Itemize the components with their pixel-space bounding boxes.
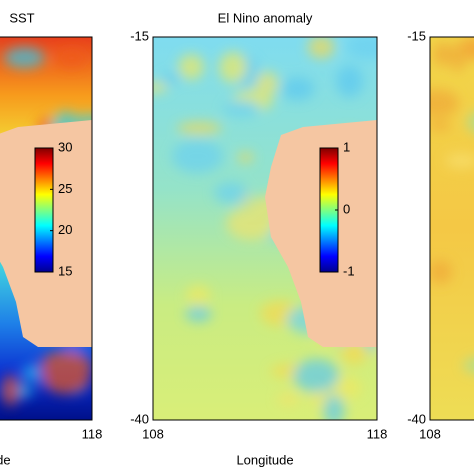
map-field <box>0 37 92 420</box>
texture-blob <box>185 306 212 322</box>
colorbar-tick-label: 15 <box>58 263 72 278</box>
texture-blob <box>280 77 315 101</box>
texture-blob <box>178 54 205 80</box>
x-axis-label: Longitude <box>236 452 293 467</box>
x-axis-label: Longitude <box>0 452 11 467</box>
texture-blob <box>467 112 474 133</box>
texture-blob <box>222 101 261 117</box>
texture-blob <box>445 153 474 169</box>
texture-blob <box>430 89 460 118</box>
texture-blob <box>57 48 87 68</box>
texture-blob <box>22 364 41 382</box>
colorbar-tick-label: 25 <box>58 181 72 196</box>
y-tick-label: -15 <box>130 28 149 43</box>
colorbar-tick-label: 20 <box>58 222 72 237</box>
texture-blob <box>323 394 345 420</box>
texture-blob <box>463 357 474 373</box>
texture-blob <box>171 139 224 174</box>
texture-blob <box>293 358 340 393</box>
texture-blob <box>153 82 169 93</box>
texture-blob <box>346 37 377 59</box>
texture-blob <box>277 392 300 406</box>
map-panel: 108 118 -40 -15 El Nino anomaly Longitude -1 0 1 <box>130 10 388 467</box>
texture-blob <box>307 37 335 59</box>
texture-blob <box>185 285 211 306</box>
texture-blob <box>450 41 467 73</box>
x-tick-label: 118 <box>82 426 103 441</box>
texture-blob <box>430 259 453 284</box>
colorbar-tick-label: 0 <box>343 201 350 216</box>
map-panel: 108-40 -15 <box>407 28 474 441</box>
axes-frame <box>429 36 474 421</box>
texture-blob <box>161 73 181 84</box>
axes-frame <box>152 36 378 421</box>
texture-blob <box>335 65 364 98</box>
texture-blob <box>2 374 20 406</box>
y-tick-label: -40 <box>407 411 426 426</box>
texture-blob <box>214 181 248 204</box>
x-tick-label: 118 <box>367 426 388 441</box>
texture-blob <box>430 120 452 132</box>
texture-blob <box>237 152 254 163</box>
panel-title: El Nino anomaly <box>218 10 313 25</box>
texture-blob <box>39 350 92 384</box>
panel-title: SST <box>9 10 34 25</box>
texture-blob <box>255 71 279 97</box>
y-tick-label: -15 <box>407 28 426 43</box>
map-field <box>430 37 474 420</box>
x-tick-label: 108 <box>419 426 441 441</box>
texture <box>430 37 474 373</box>
colorbar-tick-label: 1 <box>343 139 350 154</box>
colorbar <box>34 147 54 273</box>
colorbar-tick-label: -1 <box>343 263 355 278</box>
texture-blob <box>432 41 452 67</box>
texture-blob <box>4 47 45 69</box>
texture-blob <box>177 121 222 135</box>
y-tick-label: -40 <box>130 411 149 426</box>
map-field <box>153 37 377 420</box>
map-panel: 118 SST Longitude 15 20 25 30 <box>0 10 103 467</box>
axes-frame <box>0 36 93 421</box>
x-tick-label: 108 <box>142 426 164 441</box>
colorbar-tick-label: 30 <box>58 139 72 154</box>
texture-blob <box>218 51 248 83</box>
